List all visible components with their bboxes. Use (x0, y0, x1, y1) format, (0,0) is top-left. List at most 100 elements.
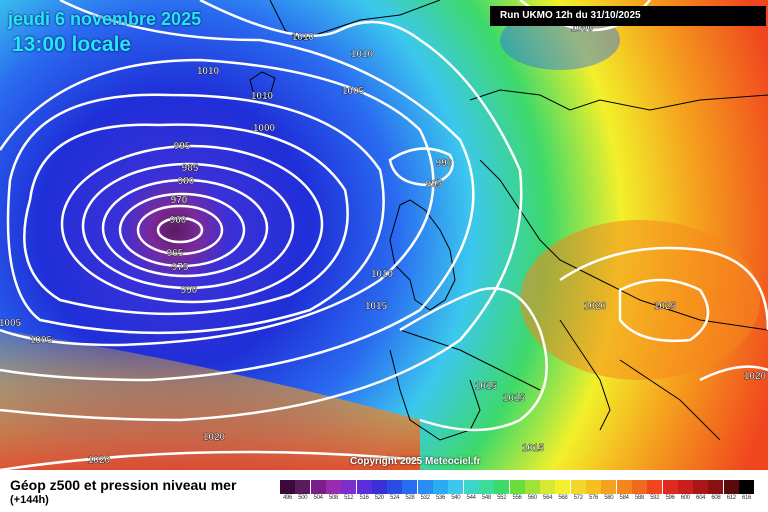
legend-footer: Géop z500 et pression niveau mer (+144h)… (0, 470, 768, 512)
legend-cell: 572 (570, 480, 586, 501)
pressure-label: 1020 (744, 371, 767, 382)
legend-cell: 556 (509, 480, 525, 501)
legend-swatch (463, 480, 479, 494)
run-info: Run UKMO 12h du 31/10/2025 (490, 6, 766, 26)
map-canvas: 1010 1010 1010 1010 1000 1005 1000 995 990 995 985… (0, 0, 768, 470)
pressure-label: 1010 (371, 269, 394, 280)
pressure-label: 1015 (475, 381, 498, 392)
legend-cell: 548 (478, 480, 494, 501)
legend-label: 572 (573, 495, 583, 501)
legend-cell: 564 (540, 480, 556, 501)
isobar-960 (156, 216, 204, 244)
legend-swatch (616, 480, 632, 494)
legend-swatch (570, 480, 586, 494)
isobar-1010 (0, 0, 521, 420)
coastlines (249, 0, 768, 441)
valid-date: jeudi 6 novembre 2025 (8, 9, 202, 29)
legend-swatch (647, 480, 663, 494)
isobar-1000 (0, 58, 435, 347)
pressure-label: 1005 (342, 86, 365, 97)
pressure-label: 1020 (584, 301, 607, 312)
legend-label: 552 (497, 495, 507, 501)
legend-cell: 512 (341, 480, 357, 501)
legend-swatch (739, 480, 754, 494)
baltic-coast (479, 159, 768, 331)
pressure-label: 965 (167, 248, 184, 259)
legend-swatch (601, 480, 617, 494)
legend-cell: 568 (555, 480, 571, 501)
pressure-label: 1015 (503, 393, 526, 404)
color-scale: 496 500 504 508 512 516 520 524 528 532 536 540 544 5… (280, 480, 756, 506)
legend-label: 580 (604, 495, 614, 501)
legend-swatch (677, 480, 693, 494)
pressure-label: 1015 (522, 443, 545, 454)
legend-cell: 612 (723, 480, 739, 501)
legend-label: 504 (313, 495, 323, 501)
legend-label: 596 (665, 495, 675, 501)
isobars (0, 0, 768, 470)
legend-swatch (693, 480, 709, 494)
legend-cell: 496 (280, 480, 295, 501)
isobar-995 (6, 93, 385, 335)
pressure-label: 980 (178, 176, 195, 187)
legend-cell: 600 (677, 480, 693, 501)
legend-label: 604 (696, 495, 706, 501)
legend-cell: 588 (631, 480, 647, 501)
balkans-coast (619, 359, 721, 441)
legend-label: 524 (390, 495, 400, 501)
isobar-980 (81, 162, 295, 290)
legend-label: 532 (420, 495, 430, 501)
isobar-1020-south (0, 450, 421, 470)
legend-swatch (341, 480, 357, 494)
legend-label: 520 (374, 495, 384, 501)
legend-label: 576 (588, 495, 599, 501)
legend-cell: 596 (662, 480, 678, 501)
legend-label: 588 (634, 495, 644, 501)
scandinavia-coast (469, 89, 768, 111)
legend-label: 516 (359, 495, 369, 501)
legend-cell: 528 (402, 480, 418, 501)
pressure-label: 985 (182, 163, 199, 174)
pressure-label: 1005 (30, 335, 53, 346)
italy-coast (559, 319, 611, 431)
pressure-label: 1015 (365, 301, 388, 312)
iceland-coast (249, 71, 276, 99)
legend-swatch (325, 480, 341, 494)
legend-swatch (509, 480, 525, 494)
legend-swatch (387, 480, 403, 494)
pressure-label: 1025 (654, 301, 677, 312)
isobar-965 (136, 204, 224, 256)
pressure-label: 975 (172, 262, 189, 273)
legend-label: 540 (451, 495, 461, 501)
pressure-label: 1010 (351, 49, 374, 60)
pressure-label: 960 (170, 215, 187, 226)
legend-cell: 584 (616, 480, 632, 501)
legend-cell: 604 (693, 480, 709, 501)
legend-swatch (478, 480, 494, 494)
legend-swatch (662, 480, 678, 494)
isobar-1005 (0, 0, 475, 382)
legend-label: 548 (481, 495, 491, 501)
legend-label: 500 (298, 495, 308, 501)
legend-cell: 540 (448, 480, 464, 501)
forecast-offset: (+144h) (10, 494, 49, 506)
legend-label: 616 (741, 495, 752, 501)
legend-label: 568 (558, 495, 568, 501)
legend-label: 560 (527, 495, 537, 501)
isobar-985 (60, 144, 324, 304)
legend-label: 496 (282, 495, 293, 501)
legend-cell: 560 (524, 480, 540, 501)
legend-cell: 576 (586, 480, 601, 501)
legend-swatch (448, 480, 464, 494)
copyright: Copyright 2025 Meteociel.fr (350, 456, 481, 467)
subtropical-ridge (0, 330, 420, 470)
legend-label: 608 (711, 495, 721, 501)
isobar-975 (101, 178, 269, 278)
pressure-label: 1000 (571, 23, 594, 34)
legend-swatch (723, 480, 739, 494)
legend-cell: 608 (708, 480, 724, 501)
legend-label: 512 (344, 495, 354, 501)
pressure-label: 1010 (292, 32, 315, 43)
legend-cell: 500 (295, 480, 311, 501)
